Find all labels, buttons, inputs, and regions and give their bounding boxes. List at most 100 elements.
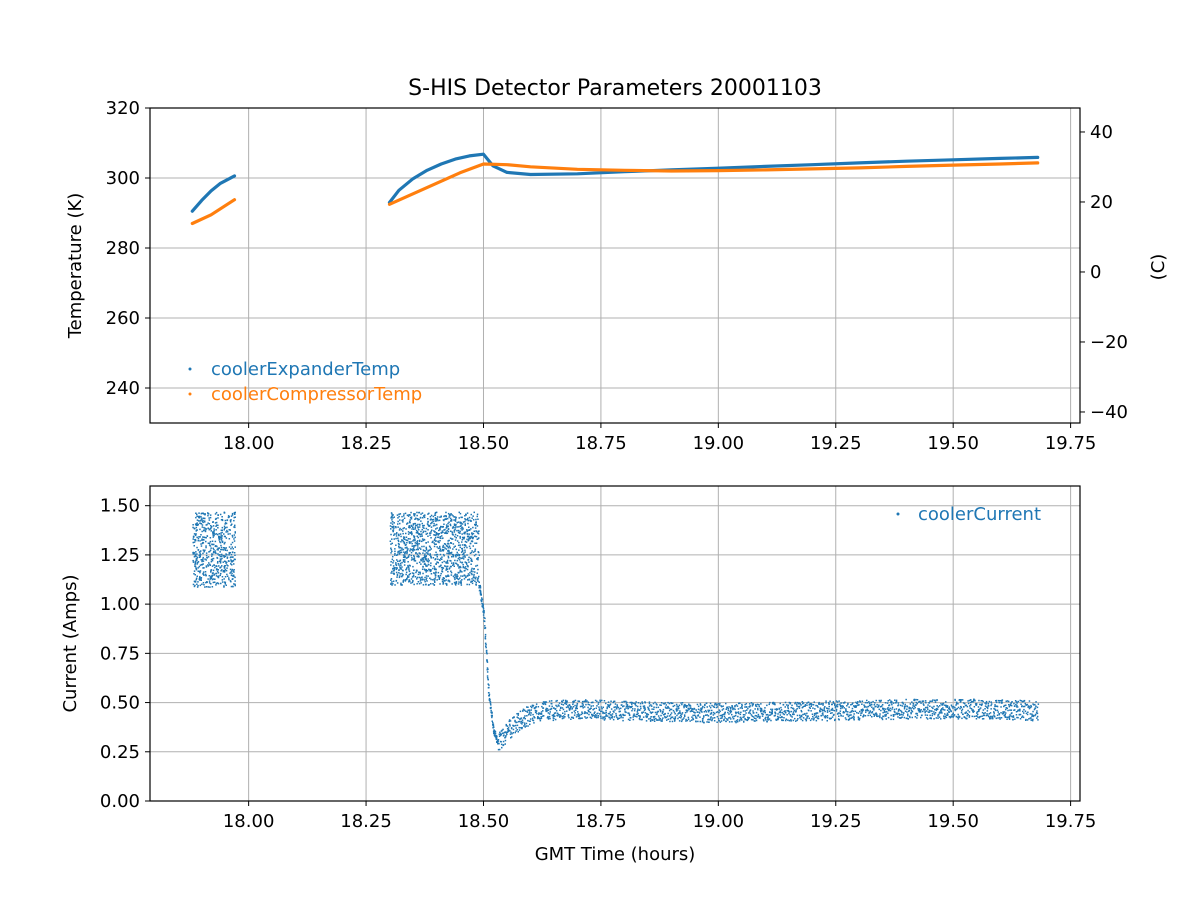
current-point [442, 544, 445, 547]
current-point [895, 699, 898, 702]
current-point [656, 713, 658, 715]
current-point [391, 570, 393, 573]
current-point [802, 706, 804, 708]
current-point [840, 715, 842, 717]
current-point [838, 715, 840, 717]
current-point [1036, 717, 1038, 719]
current-point [484, 637, 486, 639]
current-point [633, 715, 635, 717]
current-point [945, 701, 947, 703]
current-point [195, 516, 197, 519]
current-point [615, 715, 617, 717]
current-point [734, 711, 737, 713]
current-point [597, 715, 600, 717]
current-point [668, 709, 671, 712]
current-point [986, 707, 989, 710]
current-point [677, 705, 680, 708]
current-point [517, 731, 519, 733]
current-point [625, 705, 628, 708]
current-point [750, 718, 753, 721]
current-point [919, 700, 921, 703]
current-point [886, 708, 888, 710]
current-point [445, 545, 448, 547]
current-point [445, 527, 448, 529]
current-point [897, 716, 899, 718]
current-point [403, 551, 405, 553]
current-point [221, 526, 224, 529]
current-point [196, 583, 198, 585]
current-point [887, 708, 890, 711]
current-point [898, 717, 901, 719]
current-point [413, 546, 415, 548]
current-point [426, 580, 428, 582]
current-point [632, 718, 635, 721]
current-point [394, 554, 396, 556]
current-point [653, 715, 656, 718]
current-point [700, 708, 703, 711]
y2-tick-label: 0 [1090, 262, 1101, 283]
current-point [213, 551, 215, 553]
current-point [996, 709, 999, 712]
current-point [523, 709, 526, 711]
x-tick-label: 19.75 [1045, 433, 1097, 454]
current-point [404, 580, 407, 582]
current-point [816, 705, 819, 707]
current-point [234, 513, 236, 515]
current-point [644, 708, 646, 711]
current-point [891, 708, 893, 710]
current-point [199, 579, 201, 581]
current-point [708, 705, 711, 707]
current-point [1022, 700, 1025, 703]
current-point [465, 541, 468, 543]
current-point [720, 717, 722, 720]
current-point [408, 542, 411, 544]
current-point [399, 519, 401, 521]
current-point [879, 700, 881, 703]
current-y-ticks: 0.000.250.500.751.001.251.50 [100, 496, 150, 812]
current-point [460, 522, 462, 524]
current-point [420, 530, 422, 533]
current-point [448, 539, 450, 542]
current-point [452, 555, 455, 558]
current-point [471, 532, 473, 534]
current-point [584, 716, 586, 718]
current-point [392, 555, 394, 558]
current-point [745, 706, 748, 708]
current-point [752, 703, 755, 705]
current-point [484, 635, 487, 638]
current-point [524, 724, 526, 726]
current-point [474, 523, 476, 526]
current-point [564, 710, 566, 713]
current-point [199, 570, 202, 572]
current-point [427, 550, 429, 552]
current-point [234, 576, 236, 579]
current-point [433, 580, 436, 582]
current-point [850, 711, 853, 713]
current-point [443, 523, 445, 525]
current-point [713, 720, 716, 722]
current-point [559, 716, 561, 718]
current-point [412, 558, 414, 560]
current-point [639, 709, 641, 711]
current-point [562, 712, 564, 714]
current-point [461, 557, 463, 559]
current-point [689, 720, 691, 722]
current-point [225, 584, 227, 586]
current-point [622, 705, 624, 708]
current-point [1003, 704, 1006, 707]
current-point [204, 571, 207, 573]
current-point [210, 530, 212, 532]
current-point [723, 718, 725, 721]
current-point [603, 719, 606, 721]
current-point [412, 539, 415, 541]
current-point [225, 561, 228, 564]
current-point [395, 567, 397, 569]
current-point [685, 706, 688, 708]
current-point [965, 704, 968, 707]
current-point [202, 542, 205, 544]
current-point [460, 551, 463, 553]
current-point [983, 712, 985, 715]
current-point [216, 533, 219, 536]
current-point [448, 552, 451, 555]
current-point [461, 527, 464, 529]
